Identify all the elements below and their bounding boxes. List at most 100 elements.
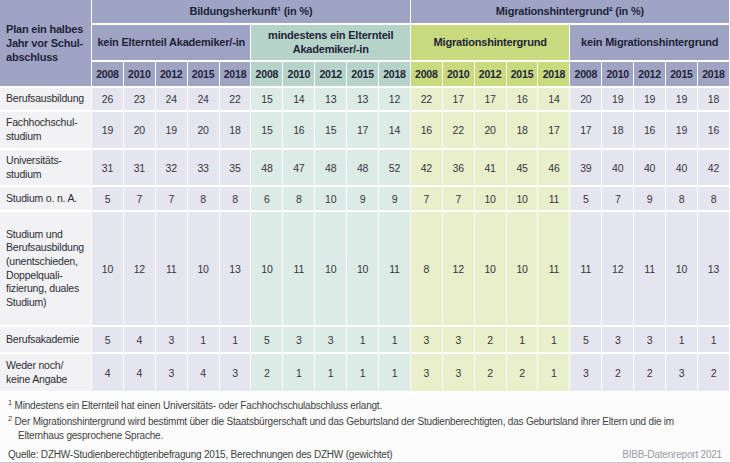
data-cell: 11 <box>570 212 602 327</box>
data-cell: 7 <box>443 187 475 212</box>
data-cell: 3 <box>666 354 698 393</box>
year-header: 2010 <box>283 62 315 88</box>
data-cell: 45 <box>507 150 539 187</box>
year-header: 2012 <box>156 62 188 88</box>
data-cell: 31 <box>124 150 156 187</box>
data-cell: 19 <box>92 112 124 150</box>
data-cell: 8 <box>188 187 220 212</box>
data-cell: 5 <box>570 187 602 212</box>
footnote-1: 1 Mindestens ein Elternteil hat einen Un… <box>8 398 722 414</box>
data-cell: 39 <box>570 150 602 187</box>
data-cell: 26 <box>92 88 124 112</box>
data-cell: 1 <box>666 327 698 354</box>
footnote-2: 2 Der Migrationshintergrund wird bestimm… <box>8 414 722 444</box>
year-header: 2012 <box>315 62 347 88</box>
data-cell: 7 <box>602 187 634 212</box>
table-row: Berufsakademie54311533113321153311 <box>0 327 730 354</box>
data-cell: 1 <box>538 327 570 354</box>
data-cell: 1 <box>538 354 570 393</box>
group-header-0: Bildungsherkunft¹ (in %) <box>92 0 411 25</box>
data-cell: 1 <box>698 327 730 354</box>
data-cell: 22 <box>411 88 443 112</box>
data-cell: 16 <box>283 112 315 150</box>
data-cell: 2 <box>507 354 539 393</box>
row-label: Studium und Berufsausbildung (unentschie… <box>0 212 92 327</box>
year-header: 2010 <box>124 62 156 88</box>
data-cell: 11 <box>283 212 315 327</box>
data-cell: 1 <box>507 327 539 354</box>
source-row: Quelle: DZHW-Studienberechtigtenbefragun… <box>8 448 722 462</box>
data-cell: 20 <box>570 88 602 112</box>
year-header: 2018 <box>538 62 570 88</box>
year-header: 2015 <box>507 62 539 88</box>
year-header: 2012 <box>634 62 666 88</box>
data-cell: 8 <box>698 187 730 212</box>
data-cell: 9 <box>347 187 379 212</box>
data-cell: 15 <box>251 112 283 150</box>
data-cell: 20 <box>475 112 507 150</box>
data-cell: 19 <box>602 88 634 112</box>
data-cell: 17 <box>347 112 379 150</box>
data-cell: 19 <box>666 112 698 150</box>
data-cell: 3 <box>220 354 252 393</box>
table-body: Berufsausbildung262324242215141313122217… <box>0 88 730 393</box>
data-cell: 8 <box>411 212 443 327</box>
year-header: 2008 <box>411 62 443 88</box>
data-cell: 22 <box>220 88 252 112</box>
data-cell: 1 <box>347 327 379 354</box>
data-cell: 2 <box>634 354 666 393</box>
data-cell: 17 <box>475 88 507 112</box>
data-cell: 20 <box>188 112 220 150</box>
data-cell: 17 <box>538 112 570 150</box>
data-cell: 12 <box>379 88 411 112</box>
year-header: 2010 <box>602 62 634 88</box>
data-cell: 5 <box>92 187 124 212</box>
table-row: Studium und Berufsausbildung (unentschie… <box>0 212 730 327</box>
year-header: 2008 <box>251 62 283 88</box>
source-text: Quelle: DZHW-Studienberechtigtenbefragun… <box>8 448 392 462</box>
row-label: Berufsausbildung <box>0 88 92 112</box>
data-cell: 5 <box>92 327 124 354</box>
data-cell: 3 <box>634 327 666 354</box>
data-cell: 3 <box>411 327 443 354</box>
footnote-1-text: Mindestens ein Elternteil hat einen Univ… <box>15 400 382 411</box>
data-cell: 2 <box>602 354 634 393</box>
data-cell: 48 <box>347 150 379 187</box>
data-cell: 1 <box>315 354 347 393</box>
data-cell: 11 <box>156 212 188 327</box>
data-cell: 23 <box>124 88 156 112</box>
data-cell: 18 <box>698 88 730 112</box>
report-table-page: Plan ein halbes Jahr vor Schul- abschlus… <box>0 0 730 463</box>
data-cell: 18 <box>507 112 539 150</box>
table-footer: 1 Mindestens ein Elternteil hat einen Un… <box>0 393 730 462</box>
data-cell: 19 <box>634 88 666 112</box>
data-cell: 3 <box>156 327 188 354</box>
data-cell: 40 <box>602 150 634 187</box>
data-cell: 2 <box>251 354 283 393</box>
row-label: Studium o. n. A. <box>0 187 92 212</box>
data-cell: 9 <box>379 187 411 212</box>
data-cell: 19 <box>156 112 188 150</box>
data-cell: 40 <box>666 150 698 187</box>
row-label: Weder noch/ keine Angabe <box>0 354 92 393</box>
data-cell: 46 <box>538 150 570 187</box>
data-cell: 24 <box>188 88 220 112</box>
data-cell: 10 <box>92 212 124 327</box>
data-cell: 8 <box>283 187 315 212</box>
data-cell: 7 <box>124 187 156 212</box>
data-cell: 3 <box>443 327 475 354</box>
data-cell: 1 <box>379 327 411 354</box>
data-cell: 1 <box>188 327 220 354</box>
year-header: 2015 <box>188 62 220 88</box>
year-header: 2008 <box>92 62 124 88</box>
data-cell: 14 <box>538 88 570 112</box>
data-cell: 10 <box>475 187 507 212</box>
table-row: Universitäts- studium3131323335484748485… <box>0 150 730 187</box>
data-cell: 4 <box>92 354 124 393</box>
data-cell: 48 <box>315 150 347 187</box>
data-cell: 14 <box>283 88 315 112</box>
data-cell: 3 <box>570 354 602 393</box>
data-cell: 18 <box>220 112 252 150</box>
data-cell: 11 <box>634 212 666 327</box>
data-cell: 10 <box>475 212 507 327</box>
